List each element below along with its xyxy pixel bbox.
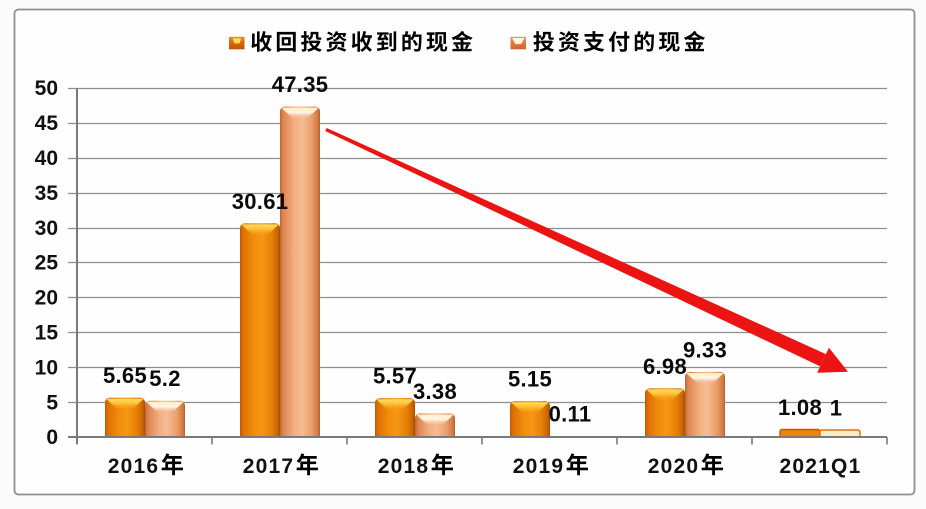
svg-text:35: 35 <box>35 182 59 205</box>
svg-text:25: 25 <box>35 252 59 275</box>
svg-text:20: 20 <box>35 287 58 310</box>
svg-text:40: 40 <box>35 147 58 170</box>
svg-text:47.35: 47.35 <box>272 72 329 97</box>
svg-text:2020: 2020 <box>648 455 700 478</box>
svg-text:2018: 2018 <box>378 455 430 478</box>
svg-text:5.57: 5.57 <box>373 364 417 389</box>
svg-text:45: 45 <box>35 112 59 135</box>
svg-text:10: 10 <box>35 356 58 379</box>
svg-text:6.98: 6.98 <box>643 354 687 379</box>
svg-text:3.38: 3.38 <box>413 379 457 404</box>
svg-text:0.11: 0.11 <box>549 402 592 427</box>
svg-text:5.15: 5.15 <box>508 367 552 392</box>
svg-text:1: 1 <box>830 396 843 421</box>
svg-text:5.65: 5.65 <box>103 363 147 388</box>
svg-text:50: 50 <box>35 77 58 100</box>
svg-text:1.08: 1.08 <box>778 395 822 420</box>
svg-text:5: 5 <box>46 391 58 414</box>
svg-text:0: 0 <box>46 426 58 449</box>
svg-text:2017: 2017 <box>243 455 295 478</box>
svg-text:2019: 2019 <box>513 455 565 478</box>
svg-text:15: 15 <box>35 322 59 345</box>
svg-text:30: 30 <box>35 217 58 240</box>
svg-text:9.33: 9.33 <box>683 337 727 362</box>
svg-text:2021Q1: 2021Q1 <box>780 455 862 478</box>
svg-text:30.61: 30.61 <box>232 189 289 214</box>
svg-text:2016: 2016 <box>108 455 160 478</box>
svg-text:5.2: 5.2 <box>149 366 180 391</box>
